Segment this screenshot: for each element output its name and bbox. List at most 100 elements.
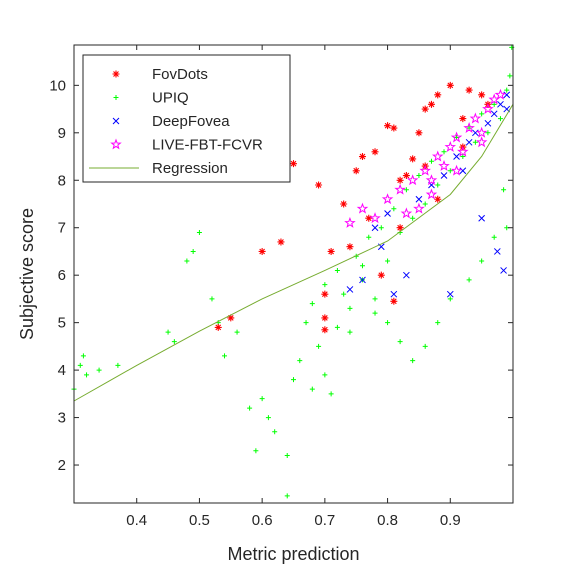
- data-point-deepfovea: [403, 271, 410, 279]
- x-tick-label: 0.9: [440, 512, 461, 529]
- data-point-upiq: [347, 329, 353, 335]
- data-point-upiq: [322, 372, 328, 378]
- data-point-live-fbt-fcvr: [450, 131, 463, 143]
- data-point-fovdots: [459, 115, 467, 123]
- data-point-upiq: [297, 358, 303, 364]
- data-point-fovdots: [321, 326, 329, 334]
- data-point-fovdots: [258, 247, 266, 255]
- data-point-deepfovea: [503, 91, 511, 99]
- data-point-fovdots: [402, 172, 410, 180]
- data-point-upiq: [80, 353, 86, 359]
- legend-item-deepfovea: DeepFovea: [112, 113, 230, 130]
- data-point-upiq: [272, 429, 278, 435]
- data-point-live-fbt-fcvr: [482, 103, 494, 114]
- data-point-upiq: [77, 362, 83, 368]
- data-point-upiq: [259, 396, 265, 402]
- data-point-deepfovea: [453, 153, 460, 160]
- x-tick-label: 0.6: [252, 512, 273, 529]
- data-point-upiq: [190, 248, 196, 254]
- data-point-live-fbt-fcvr: [438, 159, 450, 171]
- data-point-deepfovea: [497, 100, 504, 108]
- data-point-upiq: [435, 320, 441, 326]
- data-point-upiq: [234, 329, 240, 335]
- data-point-fovdots: [409, 155, 417, 163]
- data-point-upiq: [334, 324, 340, 330]
- data-point-fovdots: [421, 105, 429, 113]
- x-axis: 0.4 0.5 0.6 0.7 0.8 0.9: [126, 45, 461, 529]
- data-point-deepfovea: [371, 224, 379, 232]
- data-point-upiq: [322, 282, 328, 288]
- data-point-fovdots: [315, 181, 323, 189]
- data-point-fovdots: [352, 167, 360, 175]
- data-point-fovdots: [384, 122, 392, 130]
- data-point-fovdots: [321, 290, 329, 298]
- data-point-fovdots: [340, 200, 348, 208]
- legend-item-upiq: UPIQ: [113, 90, 189, 107]
- data-point-fovdots: [346, 243, 354, 251]
- data-point-upiq: [391, 206, 397, 212]
- data-point-upiq: [347, 305, 353, 311]
- x-axis-title: Metric prediction: [227, 544, 359, 564]
- legend-label: Regression: [152, 160, 228, 177]
- data-point-fovdots: [434, 91, 442, 99]
- legend-marker-deepfovea: [112, 117, 120, 125]
- data-point-fovdots: [277, 238, 285, 246]
- data-point-upiq: [410, 215, 416, 221]
- data-point-fovdots: [227, 314, 235, 322]
- y-tick-label: 5: [58, 315, 66, 332]
- data-point-deepfovea: [490, 110, 498, 118]
- data-point-deepfovea: [415, 195, 423, 203]
- data-point-deepfovea: [446, 290, 454, 298]
- data-point-upiq: [284, 493, 290, 499]
- data-point-upiq: [428, 158, 434, 164]
- data-point-live-fbt-fcvr: [425, 188, 438, 200]
- data-point-upiq: [501, 187, 507, 193]
- data-point-upiq: [359, 263, 365, 269]
- legend-marker-fovdots: [112, 70, 120, 78]
- data-point-upiq: [385, 258, 391, 264]
- data-point-live-fbt-fcvr: [444, 140, 457, 152]
- data-point-upiq: [165, 329, 171, 335]
- data-point-deepfovea: [500, 267, 507, 274]
- data-point-upiq: [372, 310, 378, 316]
- data-point-live-fbt-fcvr: [457, 145, 469, 157]
- y-tick-label: 2: [58, 457, 66, 474]
- data-point-upiq: [372, 296, 378, 302]
- legend-label: UPIQ: [152, 90, 189, 107]
- legend: FovDots UPIQ DeepFovea LIVE-FBT-FCVR Regress…: [82, 54, 291, 183]
- data-point-upiq: [284, 453, 290, 459]
- data-point-live-fbt-fcvr: [394, 183, 406, 195]
- x-tick-label: 0.8: [377, 512, 398, 529]
- data-point-live-fbt-fcvr: [494, 88, 507, 100]
- data-point-upiq: [385, 320, 391, 326]
- legend-marker-live-fbt-fcvr: [110, 138, 122, 150]
- x-tick-label: 0.5: [189, 512, 210, 529]
- data-point-fovdots: [415, 129, 423, 137]
- data-point-upiq: [309, 386, 315, 392]
- data-point-upiq: [316, 343, 322, 349]
- legend-marker-upiq: [113, 95, 119, 100]
- data-point-deepfovea: [493, 248, 501, 255]
- data-point-fovdots: [434, 195, 442, 203]
- data-point-fovdots: [446, 81, 454, 89]
- data-point-upiq: [497, 116, 503, 122]
- series-live-fbt-fcvr: [344, 88, 507, 228]
- data-point-upiq: [115, 362, 121, 368]
- data-point-upiq: [447, 296, 453, 302]
- y-axis: 2 3 4 5 6 7 8 9 10: [49, 77, 513, 474]
- data-point-live-fbt-fcvr: [400, 207, 413, 219]
- data-point-fovdots: [377, 271, 385, 279]
- legend-label: LIVE-FBT-FCVR: [152, 137, 263, 154]
- y-tick-label: 9: [58, 125, 66, 142]
- y-tick-label: 6: [58, 267, 66, 284]
- series-layer: [71, 44, 515, 499]
- axes-box: [73, 44, 514, 504]
- data-point-upiq: [441, 149, 447, 155]
- data-point-upiq: [184, 258, 190, 264]
- data-point-upiq: [309, 301, 315, 307]
- data-point-deepfovea: [390, 290, 398, 298]
- data-point-fovdots: [390, 297, 398, 305]
- data-point-live-fbt-fcvr: [344, 216, 356, 228]
- data-point-upiq: [328, 391, 334, 397]
